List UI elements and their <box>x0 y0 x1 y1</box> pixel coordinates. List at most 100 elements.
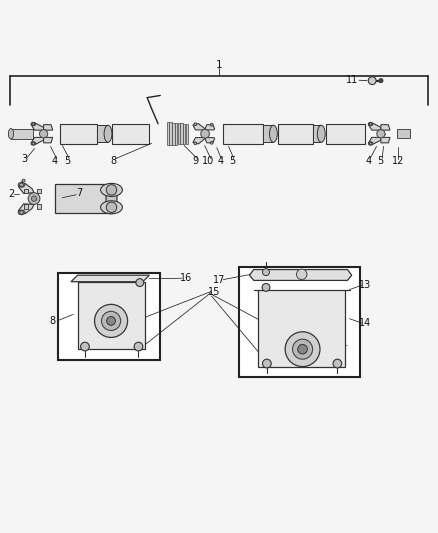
Circle shape <box>39 130 48 138</box>
Text: 4: 4 <box>217 156 223 166</box>
Circle shape <box>22 179 25 182</box>
Bar <box>183 124 185 144</box>
Ellipse shape <box>368 142 373 145</box>
Ellipse shape <box>31 123 35 126</box>
Text: 15: 15 <box>208 287 220 297</box>
Ellipse shape <box>101 183 122 197</box>
Circle shape <box>297 269 307 279</box>
Text: 4: 4 <box>52 156 58 166</box>
Bar <box>167 122 169 146</box>
Ellipse shape <box>18 182 25 187</box>
Circle shape <box>293 339 313 359</box>
Bar <box>378 130 383 138</box>
Bar <box>223 124 262 144</box>
Ellipse shape <box>31 142 35 145</box>
Circle shape <box>106 184 117 195</box>
Text: 8: 8 <box>111 156 117 166</box>
Text: 13: 13 <box>359 280 371 290</box>
Ellipse shape <box>8 128 14 139</box>
Ellipse shape <box>104 125 112 142</box>
Polygon shape <box>44 125 53 130</box>
Text: 5: 5 <box>378 156 384 166</box>
Circle shape <box>377 130 385 138</box>
Circle shape <box>210 123 213 126</box>
Text: 12: 12 <box>392 156 405 166</box>
Bar <box>172 123 175 145</box>
Circle shape <box>262 269 269 276</box>
Polygon shape <box>37 189 41 193</box>
Ellipse shape <box>269 125 277 142</box>
Text: 5: 5 <box>64 156 71 166</box>
Circle shape <box>368 77 376 85</box>
Bar <box>113 124 149 144</box>
Circle shape <box>102 311 120 330</box>
Bar <box>186 124 188 144</box>
Circle shape <box>210 141 213 144</box>
Text: 5: 5 <box>229 156 235 166</box>
Polygon shape <box>18 183 34 193</box>
Bar <box>11 128 33 139</box>
Bar <box>170 123 172 145</box>
Polygon shape <box>193 138 205 144</box>
Text: 4: 4 <box>365 156 371 166</box>
Polygon shape <box>250 270 352 280</box>
Circle shape <box>201 130 209 138</box>
Polygon shape <box>44 138 53 143</box>
Text: 17: 17 <box>213 274 225 285</box>
Bar <box>325 124 365 144</box>
Text: 1: 1 <box>215 60 223 70</box>
Polygon shape <box>31 124 44 130</box>
Polygon shape <box>205 125 215 130</box>
Circle shape <box>379 78 383 83</box>
Polygon shape <box>31 138 44 144</box>
Circle shape <box>298 344 307 354</box>
Circle shape <box>369 142 372 145</box>
Bar <box>262 125 273 142</box>
Bar <box>180 123 183 144</box>
Bar <box>58 273 160 360</box>
Circle shape <box>20 183 23 187</box>
Circle shape <box>95 304 127 337</box>
Circle shape <box>32 123 35 125</box>
Text: 16: 16 <box>180 273 192 283</box>
Polygon shape <box>71 275 149 282</box>
Polygon shape <box>18 204 34 214</box>
Circle shape <box>20 211 23 214</box>
Circle shape <box>107 317 116 325</box>
Text: 14: 14 <box>359 318 371 328</box>
Ellipse shape <box>18 210 25 215</box>
Text: 11: 11 <box>346 75 358 85</box>
Circle shape <box>134 342 143 351</box>
Circle shape <box>262 359 271 368</box>
Circle shape <box>28 193 40 205</box>
Polygon shape <box>37 205 41 208</box>
Ellipse shape <box>368 123 373 126</box>
Text: 8: 8 <box>49 316 56 326</box>
Bar <box>313 125 321 142</box>
Polygon shape <box>205 138 215 143</box>
Ellipse shape <box>318 125 325 142</box>
Ellipse shape <box>101 201 122 214</box>
Circle shape <box>194 123 197 126</box>
Polygon shape <box>24 205 28 208</box>
Bar <box>178 123 180 144</box>
Text: 10: 10 <box>202 156 215 166</box>
Text: 9: 9 <box>192 156 198 166</box>
Bar <box>97 125 108 142</box>
Polygon shape <box>381 138 390 143</box>
Circle shape <box>194 142 197 145</box>
Text: 2: 2 <box>8 189 14 199</box>
Polygon shape <box>78 282 145 349</box>
Bar <box>278 124 313 144</box>
Circle shape <box>31 196 37 201</box>
Bar <box>60 124 97 144</box>
Circle shape <box>369 123 372 125</box>
Bar <box>397 130 410 138</box>
Circle shape <box>285 332 320 367</box>
Polygon shape <box>368 138 381 144</box>
Ellipse shape <box>106 184 117 213</box>
Bar <box>203 130 207 138</box>
Circle shape <box>81 342 89 351</box>
Text: 3: 3 <box>21 155 27 165</box>
Circle shape <box>262 284 270 292</box>
